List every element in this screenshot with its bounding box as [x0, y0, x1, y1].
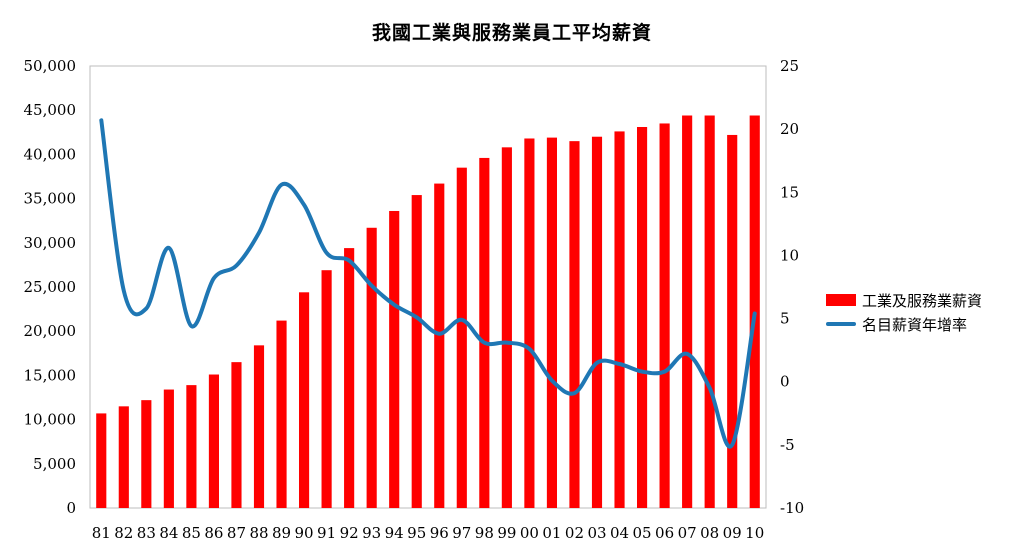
bar — [727, 134, 738, 508]
x-tick-label: 89 — [272, 524, 291, 542]
legend-swatch-line — [826, 322, 856, 326]
right-tick-label: 15 — [780, 183, 799, 201]
bar — [636, 126, 648, 508]
bar — [456, 167, 467, 508]
x-tick-label: 86 — [204, 524, 223, 542]
bar — [344, 248, 355, 508]
legend-swatch-bar — [826, 294, 856, 306]
left-tick-label: 10,000 — [24, 411, 77, 429]
x-tick-label: 88 — [249, 524, 268, 542]
left-tick-label: 5,000 — [33, 455, 76, 473]
growth-rate-line — [99, 118, 757, 449]
left-tick-label: 50,000 — [24, 57, 77, 75]
bar — [591, 136, 603, 508]
left-tick-label: 35,000 — [24, 190, 77, 208]
chart-title: 我國工業與服務業員工平均薪資 — [371, 22, 652, 44]
legend-label-growth: 名目薪資年增率 — [862, 315, 968, 334]
plot-frame — [89, 65, 767, 509]
right-tick-label: 5 — [780, 310, 790, 328]
bar — [96, 413, 107, 508]
left-tick-label: 20,000 — [24, 322, 77, 340]
legend-label-salary: 工業及服務業薪資 — [862, 291, 983, 310]
x-tick-label: 97 — [452, 524, 471, 542]
bar — [479, 157, 490, 508]
x-tick-label: 95 — [407, 524, 426, 542]
bar — [321, 270, 332, 508]
x-tick-label: 98 — [475, 524, 494, 542]
bar — [524, 138, 535, 508]
x-tick-label: 90 — [295, 524, 314, 542]
x-tick-label: 94 — [385, 524, 404, 542]
bar — [366, 227, 377, 508]
x-tick-label: 87 — [227, 524, 246, 542]
left-tick-label: 25,000 — [24, 278, 77, 296]
x-tick-label: 05 — [633, 524, 652, 542]
bar — [704, 115, 715, 508]
bar — [614, 131, 625, 508]
x-tick-label: 06 — [655, 524, 674, 542]
bar — [231, 362, 242, 508]
x-tick-label: 08 — [700, 524, 719, 542]
bar — [141, 400, 152, 508]
x-tick-label: 84 — [159, 524, 178, 542]
x-tick-label: 07 — [678, 524, 697, 542]
x-tick-label: 99 — [497, 524, 516, 542]
bar — [298, 292, 310, 508]
x-tick-label: 92 — [340, 524, 359, 542]
bar — [163, 389, 174, 508]
x-tick-label: 83 — [137, 524, 156, 542]
x-tick-label: 09 — [723, 524, 742, 542]
x-tick-label: 04 — [610, 524, 629, 542]
left-tick-label: 40,000 — [24, 145, 77, 163]
bar — [659, 123, 670, 509]
left-tick-label: 45,000 — [24, 101, 77, 119]
right-tick-label: 0 — [780, 373, 790, 391]
bar — [276, 320, 287, 508]
bar — [546, 137, 558, 508]
x-tick-label: 91 — [317, 524, 336, 542]
x-tick-label: 01 — [542, 524, 561, 542]
x-tick-label: 82 — [114, 524, 133, 542]
left-tick-label: 15,000 — [24, 366, 77, 384]
legend-item-growth: 名目薪資年增率 — [826, 312, 982, 336]
left-tick-label: 0 — [66, 499, 76, 517]
bar — [253, 345, 265, 508]
right-tick-label: 10 — [780, 246, 799, 264]
right-tick-label: 25 — [780, 57, 799, 75]
left-tick-label: 30,000 — [24, 234, 77, 252]
x-tick-label: 96 — [430, 524, 449, 542]
bar — [389, 210, 400, 508]
bar — [411, 195, 422, 508]
bar — [186, 385, 197, 508]
x-tick-label: 93 — [362, 524, 381, 542]
legend-item-salary: 工業及服務業薪資 — [826, 288, 982, 312]
right-tick-label: -5 — [780, 436, 795, 454]
x-tick-label: 85 — [182, 524, 201, 542]
bar — [208, 374, 220, 508]
bar — [569, 141, 580, 508]
bar — [501, 147, 512, 508]
x-tick-label: 02 — [565, 524, 584, 542]
bar — [434, 183, 445, 508]
right-tick-label: -10 — [780, 499, 804, 517]
legend: 工業及服務業薪資 名目薪資年增率 — [826, 288, 982, 336]
x-tick-label: 00 — [520, 524, 539, 542]
x-tick-label: 03 — [587, 524, 606, 542]
bar — [118, 406, 129, 508]
bar — [682, 115, 693, 508]
x-tick-label: 10 — [745, 524, 764, 542]
right-tick-label: 20 — [780, 120, 799, 138]
x-tick-label: 81 — [92, 524, 111, 542]
